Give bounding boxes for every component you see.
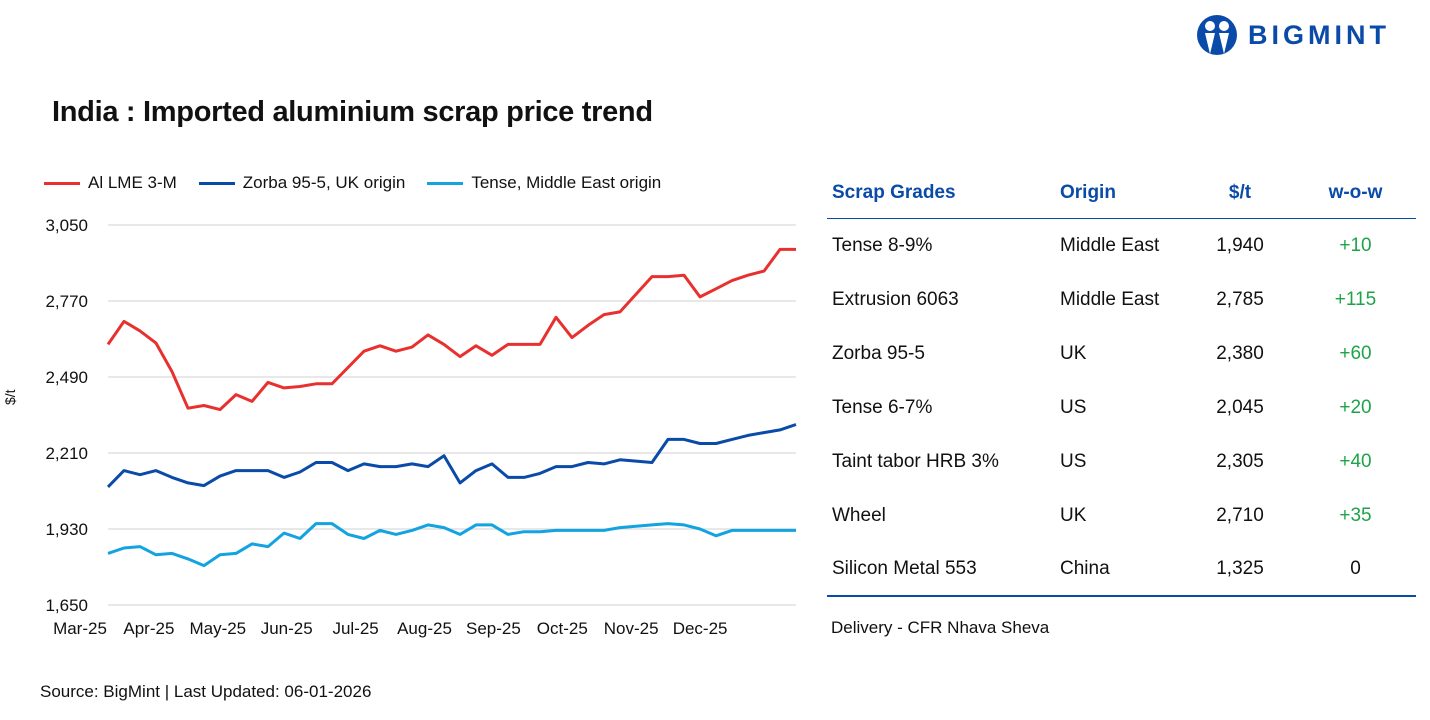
cell-price: 1,940 — [1216, 235, 1264, 256]
series-line-0 — [106, 247, 796, 412]
source-note: Source: BigMint | Last Updated: 06-01-20… — [40, 682, 372, 701]
table-row: Tense 8-9% Middle East 1,940 +10 — [827, 219, 1416, 274]
legend-label: Zorba 95-5, UK origin — [242, 173, 406, 192]
legend-item: Tense, Middle East origin — [427, 173, 661, 193]
cell-origin: UK — [1060, 343, 1087, 364]
header-wow: w-o-w — [1295, 168, 1416, 219]
cell-grade: Zorba 95-5 — [832, 343, 925, 364]
header-grade: Scrap Grades — [827, 168, 1055, 219]
cell-price: 2,710 — [1216, 505, 1264, 526]
x-tick-label: May-25 — [189, 619, 246, 638]
y-axis-label: $/t — [2, 389, 18, 405]
x-tick-label: Apr-25 — [123, 619, 174, 638]
series-line-1 — [106, 423, 797, 488]
legend-label: Tense, Middle East origin — [471, 173, 662, 192]
header-origin: Origin — [1055, 168, 1185, 219]
table-row: Tense 6-7% US 2,045 +20 — [827, 381, 1416, 435]
page-title: India : Imported aluminium scrap price t… — [52, 96, 653, 128]
legend-item: Al LME 3-M — [44, 173, 177, 193]
x-tick-label: Sep-25 — [466, 619, 521, 638]
header-price: $/t — [1185, 168, 1295, 219]
bigmint-logo-icon — [1197, 15, 1237, 55]
cell-wow: +20 — [1339, 397, 1372, 418]
x-tick-label: Aug-25 — [397, 619, 452, 638]
cell-wow: 0 — [1295, 543, 1416, 597]
cell-grade: Tense 8-9% — [832, 235, 933, 256]
table-row: Silicon Metal 553 China 1,325 0 — [827, 543, 1416, 597]
table-row: Zorba 95-5 UK 2,380 +60 — [827, 327, 1416, 381]
series-line-2 — [107, 522, 796, 568]
cell-grade: Wheel — [832, 505, 886, 526]
cell-wow: +40 — [1339, 451, 1372, 472]
cell-price: 2,045 — [1216, 397, 1264, 418]
cell-grade: Tense 6-7% — [832, 397, 933, 418]
y-tick-label: 2,210 — [45, 444, 88, 463]
y-tick-label: 2,490 — [45, 368, 88, 387]
chart-legend: Al LME 3-M Zorba 95-5, UK origin Tense, … — [44, 173, 661, 193]
y-tick-label: 1,930 — [45, 520, 88, 539]
x-tick-label: Jun-25 — [261, 619, 313, 638]
legend-item: Zorba 95-5, UK origin — [198, 173, 406, 193]
cell-price: 1,325 — [1185, 543, 1295, 597]
cell-wow: +60 — [1339, 343, 1372, 364]
table-row: Wheel UK 2,710 +35 — [827, 489, 1416, 543]
cell-grade: Taint tabor HRB 3% — [832, 451, 999, 472]
delivery-note: Delivery - CFR Nhava Sheva — [831, 618, 1050, 637]
x-tick-label: Dec-25 — [673, 619, 728, 638]
legend-swatch-lme — [44, 181, 80, 185]
y-tick-label: 3,050 — [45, 216, 88, 235]
scrap-price-table: Scrap Grades Origin $/t w-o-w Tense 8-9%… — [827, 168, 1416, 597]
table-header-row: Scrap Grades Origin $/t w-o-w — [827, 168, 1416, 219]
cell-origin: US — [1060, 397, 1087, 418]
cell-price: 2,305 — [1216, 451, 1264, 472]
legend-swatch-zorba — [198, 181, 235, 185]
x-tick-label: Nov-25 — [604, 619, 659, 638]
x-tick-label: Jul-25 — [332, 619, 378, 638]
cell-price: 2,380 — [1216, 343, 1264, 364]
cell-grade: Extrusion 6063 — [832, 289, 959, 310]
legend-swatch-tense — [427, 181, 464, 185]
cell-wow: +10 — [1339, 235, 1372, 256]
bigmint-logo: BIGMINT — [1196, 14, 1390, 56]
cell-origin: China — [1055, 543, 1185, 597]
table-row: Taint tabor HRB 3% US 2,305 +40 — [827, 435, 1416, 489]
x-tick-label: Mar-25 — [53, 619, 107, 638]
line-chart: 3,050 2,770 2,490 2,210 1,930 1,650 Mar-25 Apr-… — [45, 216, 797, 638]
y-tick-label: 1,650 — [45, 596, 88, 615]
y-tick-label: 2,770 — [45, 292, 88, 311]
x-tick-label: Oct-25 — [537, 619, 588, 638]
table-row: Extrusion 6063 Middle East 2,785 +115 — [827, 273, 1416, 327]
logo-text: BIGMINT — [1248, 19, 1390, 50]
cell-grade: Silicon Metal 553 — [827, 543, 1055, 597]
cell-origin: Middle East — [1060, 235, 1160, 256]
cell-wow: +35 — [1339, 505, 1372, 526]
legend-label: Al LME 3-M — [88, 173, 177, 192]
cell-origin: Middle East — [1060, 289, 1160, 310]
cell-price: 2,785 — [1216, 289, 1264, 310]
cell-wow: +115 — [1334, 289, 1377, 310]
cell-origin: UK — [1060, 505, 1087, 526]
cell-origin: US — [1060, 451, 1087, 472]
